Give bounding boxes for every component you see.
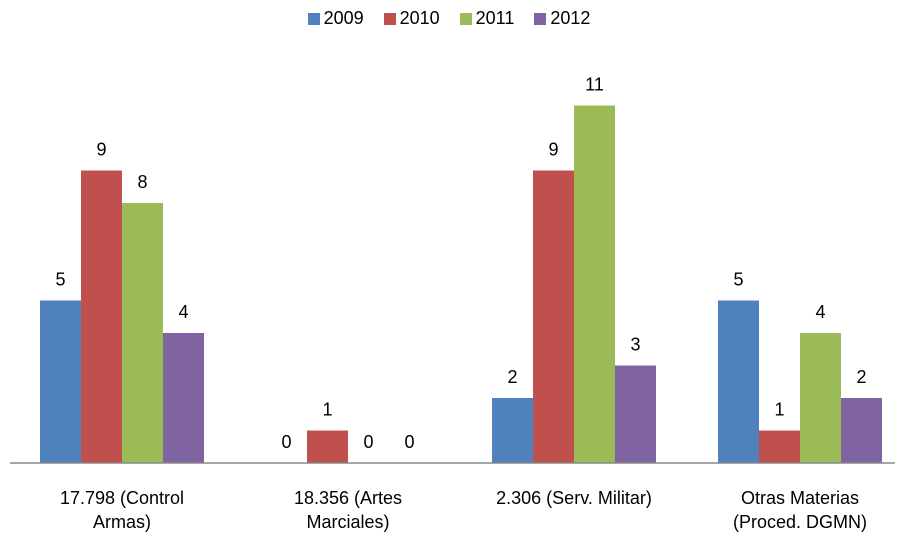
bar [718,300,759,463]
bar [615,365,656,463]
value-label: 1 [774,399,784,419]
value-label: 4 [815,302,825,322]
value-label: 0 [363,432,373,452]
bar [81,170,122,463]
value-label: 8 [137,172,147,192]
bar [759,430,800,463]
value-label: 2 [856,367,866,387]
legend-label: 2012 [550,8,591,28]
value-label: 5 [55,269,65,289]
value-label: 9 [96,139,106,159]
legend-item: 2012 [534,8,590,29]
legend: 2009 2010 2011 2012 [0,8,898,29]
bar [163,333,204,463]
legend-swatch [459,12,472,25]
bar [841,398,882,463]
value-label: 2 [507,367,517,387]
legend-swatch [534,12,547,25]
x-tick-label: 2.306 (Serv. Militar) [496,488,652,508]
value-label: 3 [630,334,640,354]
legend-item: 2011 [459,8,515,29]
legend-swatch [307,12,320,25]
legend-swatch [383,12,396,25]
value-label: 9 [548,139,558,159]
legend-item: 2009 [307,8,364,29]
x-tick-label: 17.798 (Control Armas) [59,488,185,532]
value-label: 1 [322,399,332,419]
bar [40,300,81,463]
x-tick-label: Otras Materias (Proced. DGMN) [732,488,867,532]
bar [122,203,163,463]
value-label: 5 [733,269,743,289]
legend-label: 2009 [323,8,364,28]
legend-label: 2010 [399,8,440,28]
bar [533,170,574,463]
bar [574,105,615,463]
bar [492,398,533,463]
x-tick-label: 18.356 (Artes Marciales) [293,488,403,532]
value-label: 0 [404,432,414,452]
value-label: 0 [281,432,291,452]
legend-item: 2010 [383,8,440,29]
value-label: 4 [178,302,188,322]
bar [800,333,841,463]
value-label: 11 [585,74,604,94]
bar [307,430,348,463]
legend-label: 2011 [475,8,515,28]
